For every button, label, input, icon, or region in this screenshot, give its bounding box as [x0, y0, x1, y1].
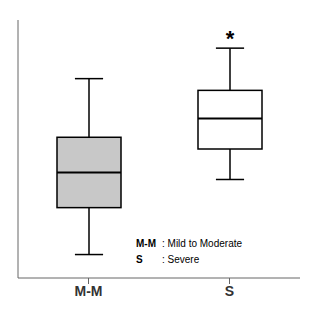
- html-text:: Severe: : Severe: [162, 254, 200, 265]
- svg-text:*: *: [226, 26, 235, 51]
- html-text:: Mild to Moderate: : Mild to Moderate: [162, 238, 242, 249]
- svg-text:M-M: M-M: [75, 283, 103, 299]
- svg-text:S: S: [225, 283, 234, 299]
- html-text:S: S: [136, 254, 143, 265]
- html-text:M-M: M-M: [136, 238, 156, 249]
